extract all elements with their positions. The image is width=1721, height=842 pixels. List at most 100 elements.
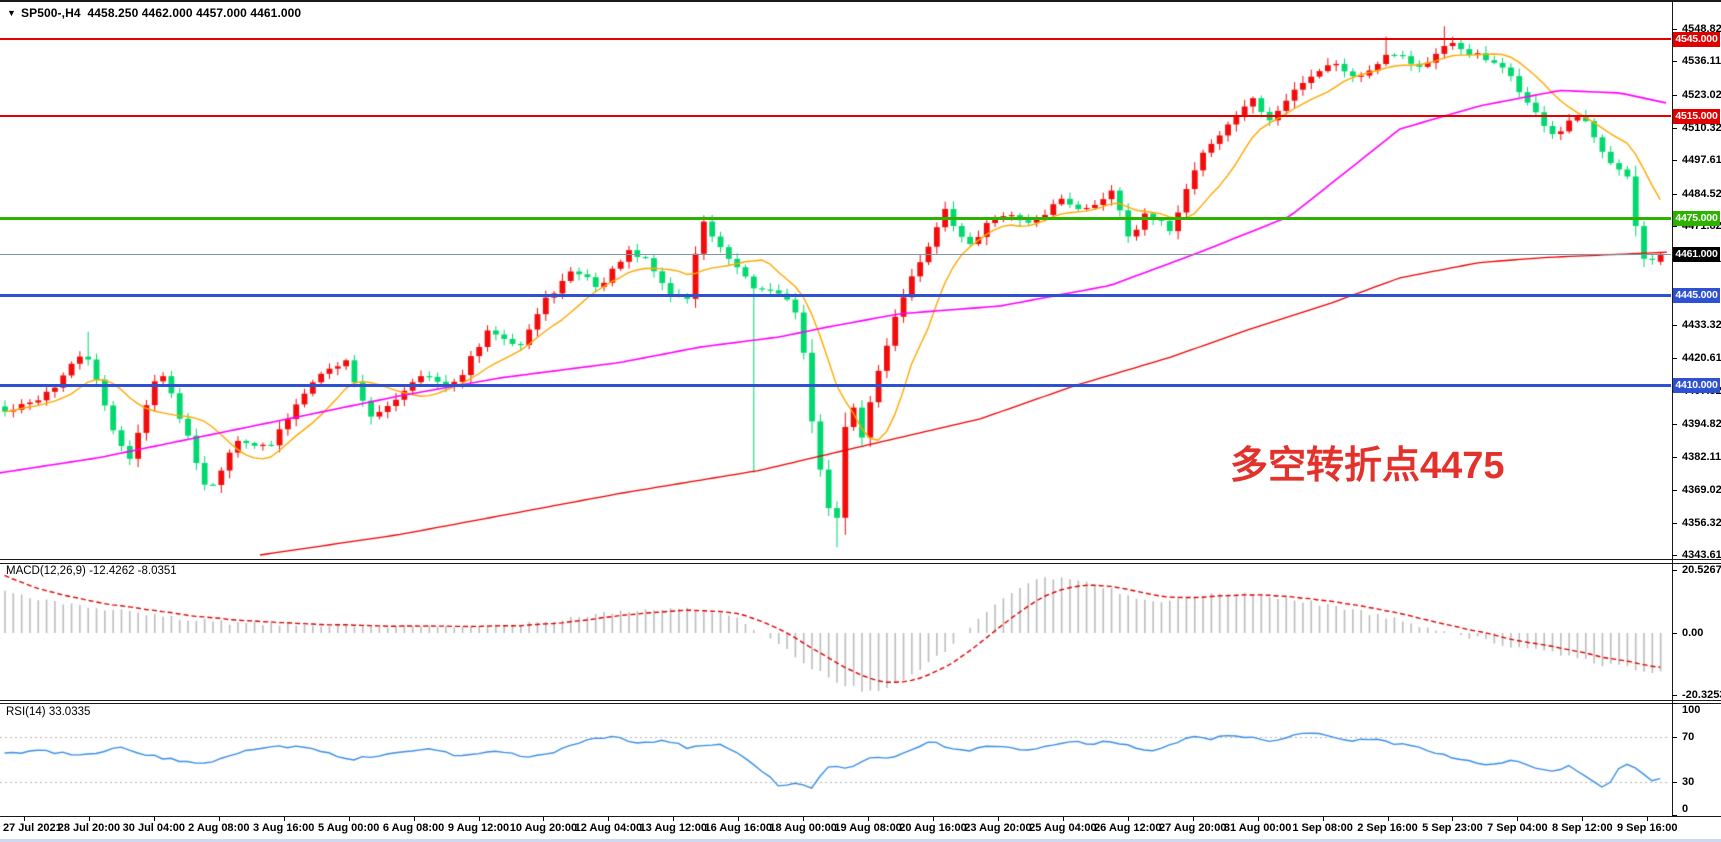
time-tick-label: 18 Aug 00:00 xyxy=(769,822,837,834)
time-tick-mark xyxy=(868,817,870,821)
time-tick-mark xyxy=(283,817,285,821)
macd-level-dash xyxy=(1672,694,1677,696)
price-tick-dash xyxy=(1672,522,1677,524)
time-tick-mark xyxy=(153,817,155,821)
macd-pane-top-border xyxy=(0,562,1721,564)
rsi-level-label: 0 xyxy=(1682,802,1689,815)
price-tick-dash xyxy=(1672,95,1677,96)
time-tick-label: 8 Sep 12:00 xyxy=(1552,822,1613,834)
rsi-label: RSI(14) 33.0335 xyxy=(6,706,91,718)
time-tick-mark xyxy=(608,817,610,821)
price-tick-label: 4433.320 xyxy=(1682,319,1721,332)
price-level-line-4410.000[interactable] xyxy=(0,384,1671,388)
price-level-line-4461.000[interactable] xyxy=(0,254,1671,256)
time-tick-label: 1 Sep 08:00 xyxy=(1292,822,1353,834)
time-tick-mark xyxy=(1517,817,1519,821)
price-tick-dash xyxy=(1672,456,1677,458)
time-tick-mark xyxy=(1127,817,1129,821)
symbol-quote-label[interactable]: ▼ SP500-,H4 4458.250 4462.000 4457.000 44… xyxy=(7,6,301,20)
time-tick-mark xyxy=(1192,817,1194,821)
price-level-line-4545.000[interactable] xyxy=(0,37,1671,41)
time-tick-mark xyxy=(24,817,25,821)
window-top-border xyxy=(0,0,1721,2)
price-tick-label: 4510.320 xyxy=(1682,121,1721,134)
rsi-pane-top-border xyxy=(0,703,1721,705)
rsi-level-label: 100 xyxy=(1682,703,1701,716)
time-tick-label: 28 Jul 20:00 xyxy=(57,822,121,834)
time-tick-mark xyxy=(413,817,415,821)
time-tick-label: 23 Aug 20:00 xyxy=(964,822,1032,834)
price-tick-dash xyxy=(1672,193,1677,195)
price-tick-label: 4420.615 xyxy=(1682,351,1721,364)
time-tick-mark xyxy=(88,817,90,821)
time-tick-label: 9 Sep 16:00 xyxy=(1616,822,1678,834)
macd-level-dash xyxy=(1672,569,1677,571)
time-tick-label: 9 Aug 12:00 xyxy=(447,822,510,834)
price-level-line-4515.000[interactable] xyxy=(0,114,1671,118)
time-tick-mark xyxy=(1322,817,1324,821)
price-badge-4410.000: 4410.000 xyxy=(1673,378,1720,394)
time-tick-mark xyxy=(933,817,935,821)
price-level-line-4475.000[interactable] xyxy=(0,217,1671,221)
time-tick-mark xyxy=(1257,817,1259,821)
price-badge-4445.000: 4445.000 xyxy=(1673,288,1720,304)
price-tick-label: 4356.320 xyxy=(1682,516,1721,529)
rsi-level-dash xyxy=(1672,781,1677,783)
time-tick-label: 16 Aug 16:00 xyxy=(704,822,772,834)
time-tick-mark xyxy=(543,817,545,821)
time-tick-mark xyxy=(1647,817,1649,821)
time-tick-mark xyxy=(1062,817,1064,821)
price-tick-label: 4394.820 xyxy=(1682,418,1721,431)
time-tick-label: 2 Sep 16:00 xyxy=(1357,822,1418,834)
time-tick-mark xyxy=(803,817,805,821)
macd-level-label: 0.00 xyxy=(1682,626,1704,639)
time-tick-mark xyxy=(218,817,220,821)
window-bottom-edge xyxy=(0,839,1721,842)
time-tick-label: 26 Aug 12:00 xyxy=(1094,822,1162,834)
time-tick-label: 2 Aug 08:00 xyxy=(188,822,250,834)
time-tick-mark xyxy=(738,817,740,821)
time-tick-mark xyxy=(673,817,675,821)
time-tick-label: 12 Aug 04:00 xyxy=(574,822,643,834)
price-tick-dash xyxy=(1672,160,1677,162)
rsi-pane-bottom-border xyxy=(0,815,1721,818)
time-tick-label: 5 Sep 23:00 xyxy=(1422,822,1483,834)
price-tick-dash xyxy=(1672,424,1677,426)
chart-dropdown-icon[interactable]: ▼ xyxy=(7,8,17,18)
time-tick-label: 10 Aug 20:00 xyxy=(509,822,578,834)
macd-level-dash xyxy=(1672,632,1677,634)
price-tick-label: 4369.025 xyxy=(1682,484,1721,497)
rsi-level-dash xyxy=(1672,702,1677,704)
price-tick-dash xyxy=(1672,555,1677,557)
time-tick-label: 30 Jul 04:00 xyxy=(122,822,186,834)
time-tick-label: 13 Aug 12:00 xyxy=(639,822,708,834)
price-tick-dash xyxy=(1672,226,1677,228)
price-level-line-4445.000[interactable] xyxy=(0,294,1671,298)
price-tick-label: 4523.025 xyxy=(1682,89,1721,101)
price-tick-label: 4497.615 xyxy=(1682,154,1721,167)
macd-pane-bottom-border xyxy=(0,699,1721,701)
time-tick-label: 6 Aug 08:00 xyxy=(382,822,445,834)
time-tick-label: 3 Aug 16:00 xyxy=(253,822,315,834)
price-tick-label: 4484.525 xyxy=(1682,187,1721,200)
price-tick-label: 4343.615 xyxy=(1682,549,1721,562)
price-badge-4475.000: 4475.000 xyxy=(1673,211,1720,227)
time-tick-label: 27 Aug 20:00 xyxy=(1159,822,1227,834)
price-tick-dash xyxy=(1672,357,1677,359)
price-tick-dash xyxy=(1672,490,1677,492)
main-pane-bottom-border xyxy=(0,559,1721,561)
symbol-name: SP500-,H4 xyxy=(21,6,81,20)
time-tick-mark xyxy=(997,817,999,821)
time-tick-label: 20 Aug 16:00 xyxy=(899,822,967,834)
price-badge-4545.000: 4545.000 xyxy=(1673,31,1720,47)
time-tick-mark xyxy=(1452,817,1454,821)
time-tick-mark xyxy=(1387,817,1389,821)
rsi-level-label: 70 xyxy=(1682,730,1695,743)
price-tick-dash xyxy=(1672,61,1677,63)
rsi-level-dash xyxy=(1672,815,1677,817)
macd-label: MACD(12,26,9) -12.4262 -8.0351 xyxy=(6,565,177,577)
macd-level-label: 20.5267 xyxy=(1682,563,1721,576)
price-badge-4461.000: 4461.000 xyxy=(1673,247,1720,263)
